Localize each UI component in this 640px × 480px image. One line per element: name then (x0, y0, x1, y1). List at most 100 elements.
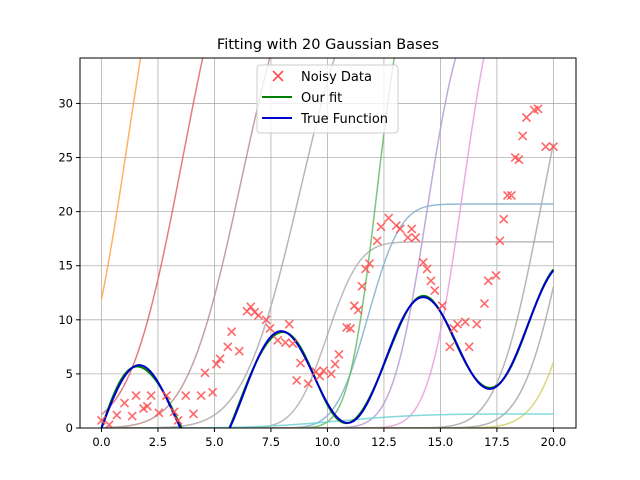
x-tick-label: 15.0 (428, 435, 454, 449)
x-tick-label: 2.5 (149, 435, 167, 449)
noisy-data-point (273, 335, 283, 345)
noisy-data-point (502, 190, 513, 200)
noisy-data-point (142, 401, 152, 411)
noisy-data-point (491, 270, 501, 281)
noisy-data-point (426, 276, 436, 286)
x-axis: 0.0 2.5 5.0 7.5 10.0 12.5 15.0 17.5 20.0 (92, 428, 566, 449)
noisy-data-point (518, 131, 528, 141)
noisy-data-point (292, 375, 302, 385)
noisy-data-point (319, 366, 329, 376)
basis-function-6 (101, 203, 554, 428)
noisy-data-point (495, 236, 505, 246)
noisy-data-point (499, 214, 509, 224)
y-tick-label: 30 (58, 96, 73, 110)
y-tick-label: 25 (58, 151, 73, 165)
noisy-data-point (234, 346, 244, 356)
x-tick-label: 7.5 (262, 435, 280, 449)
noisy-data-point (161, 390, 172, 401)
y-tick-label: 15 (58, 259, 73, 273)
noisy-data-point (361, 264, 371, 274)
noisy-data-point (188, 409, 199, 419)
noisy-data-point (479, 299, 490, 309)
x-tick-label: 0.0 (92, 435, 110, 449)
noisy-data-point (345, 323, 356, 334)
noisy-data-point (330, 359, 340, 369)
basis-function-2 (101, 58, 204, 416)
noisy-data-point (112, 410, 122, 420)
noisy-data-point (215, 354, 225, 364)
basis-function-5 (101, 241, 554, 428)
legend-box (256, 64, 399, 134)
noisy-data-point (445, 342, 455, 352)
noisy-data-point (334, 349, 344, 359)
legend-label-true-function: True Function (300, 112, 388, 127)
noisy-data-point (357, 281, 367, 291)
noisy-data-point (181, 390, 191, 401)
x-tick-label: 12.5 (371, 435, 397, 449)
noisy-data-point (131, 390, 141, 401)
noisy-data-point (246, 302, 256, 312)
noisy-data-point (541, 142, 551, 152)
noisy-data-point (280, 337, 290, 348)
noisy-data-point (384, 213, 394, 223)
basis-function-10 (101, 143, 555, 428)
noisy-data-point (464, 342, 474, 352)
noisy-data-point (96, 415, 107, 425)
y-tick-label: 10 (58, 313, 73, 327)
noisy-data-point (353, 305, 363, 315)
noisy-data-points (96, 104, 558, 428)
legend-label-noisy-data: Noisy Data (301, 70, 372, 85)
plot-frame (79, 57, 577, 429)
noisy-data-point (407, 224, 417, 234)
noisy-data-point (223, 342, 233, 352)
y-tick-label: 5 (66, 367, 73, 381)
noisy-data-point (460, 317, 470, 327)
noisy-data-point (315, 371, 325, 381)
noisy-data-point (506, 190, 516, 200)
x-tick-label: 20.0 (541, 435, 567, 449)
y-tick-label: 20 (58, 205, 73, 219)
noisy-data-point (127, 411, 137, 421)
noisy-data-point (169, 407, 179, 417)
noisy-data-point (403, 233, 413, 243)
basis-function-9 (101, 58, 485, 428)
basis-function-3 (101, 58, 271, 428)
y-tick-label: 0 (66, 421, 73, 435)
noisy-data-point (376, 222, 386, 232)
noisy-data-point (483, 276, 493, 286)
noisy-data-point (200, 368, 210, 378)
noisy-data-point (265, 323, 275, 334)
noisy-data-point (253, 310, 264, 321)
noisy-data-point (364, 258, 375, 269)
noisy-data-point (208, 387, 218, 397)
noisy-data-point (514, 155, 524, 165)
noisy-data-point (548, 142, 558, 152)
y-axis: 0 5 10 15 20 25 30 (58, 96, 80, 435)
noisy-data-point (104, 420, 114, 428)
x-tick-label: 10.0 (315, 435, 341, 449)
noisy-data-point (521, 112, 532, 123)
noisy-data-point (533, 104, 543, 114)
noisy-data-point (453, 319, 463, 329)
noisy-data-point (326, 369, 336, 379)
noisy-data-point (395, 224, 405, 234)
basis-function-11 (101, 286, 555, 428)
legend-label-our-fit: Our fit (301, 91, 342, 106)
chart-title: Fitting with 20 Gaussian Bases (217, 37, 439, 53)
noisy-data-point (146, 390, 156, 401)
noisy-data-point (154, 408, 164, 418)
noisy-data-point (288, 339, 298, 349)
noisy-data-point (303, 379, 313, 389)
noisy-data-point (119, 398, 130, 408)
noisy-data-point (173, 415, 183, 425)
noisy-data-point (211, 359, 222, 369)
noisy-data-point (295, 358, 306, 368)
noisy-data-point (430, 286, 440, 296)
noisy-data-point (196, 390, 206, 401)
legend-marker-noisy-data (272, 70, 284, 82)
noisy-data-point (261, 315, 271, 325)
noisy-data-point (418, 257, 428, 268)
noisy-data-point (437, 301, 447, 311)
noisy-data-point (422, 264, 432, 274)
